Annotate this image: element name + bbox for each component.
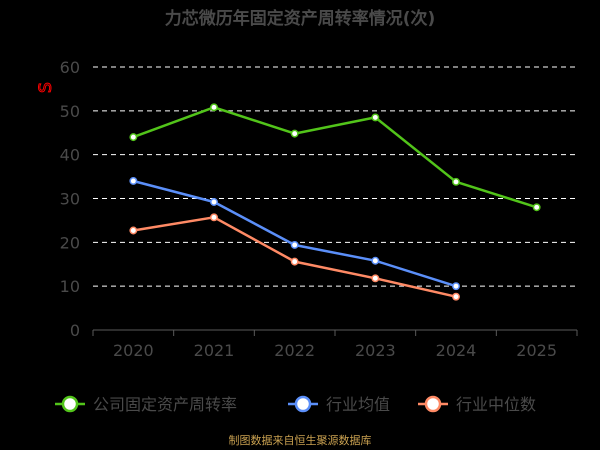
y-tick-label: 30 [60,190,80,209]
data-point [210,103,218,112]
y-tick-label: 20 [60,233,80,252]
x-tick-label: 2023 [355,341,396,360]
chart-title: 力芯微历年固定资产周转率情况(次) [165,8,436,29]
data-point [290,241,299,249]
data-point [210,198,218,206]
x-tick-label: 2025 [516,341,557,360]
legend-label: 行业中位数 [456,395,536,414]
legend-marker [61,395,79,413]
x-tick-label: 2024 [436,341,477,360]
data-point [371,256,380,265]
source-note: 制图数据来自恒生聚源数据库 [229,433,372,447]
y-tick-label: 60 [60,58,80,77]
legend-marker [424,395,442,413]
x-tick-label: 2021 [194,341,235,360]
data-point [129,133,138,142]
series-2 [129,177,460,291]
plot-area [129,103,541,301]
legend-item-2: 行业均值 [288,395,390,414]
x-tick-label: 2020 [113,341,154,360]
series-line [132,179,457,288]
data-point [129,177,138,185]
series-line [133,216,457,298]
legend-item-3: 行业中位数 [418,395,536,414]
legend-label: 公司固定资产周转率 [93,395,237,414]
data-point [371,113,380,122]
y-tick-label: 50 [60,102,80,121]
data-point [210,213,218,222]
y-tick-label: 40 [60,146,80,165]
legend-label: 行业均值 [326,395,390,414]
legend: 公司固定资产周转率 行业均值 行业中位数 [55,395,536,414]
data-point [452,177,460,186]
series-1 [129,103,541,212]
data-point [371,274,380,283]
data-point [129,226,138,235]
legend-marker [294,395,312,413]
y-tick-label: 0 [70,321,80,340]
data-point [452,282,460,291]
y-tick-label: 10 [60,277,80,296]
y-axis: 0 10 20 30 40 50 60 [60,58,80,340]
x-tick-label: 2022 [274,341,315,360]
series-line [132,106,538,209]
x-axis: 2020 2021 2022 2023 2024 2025 [92,329,578,360]
data-point [290,129,299,138]
watermark-logo: S [36,82,56,93]
series-3 [129,213,460,301]
data-point [532,203,541,212]
data-point [290,257,299,266]
legend-item-1: 公司固定资产周转率 [55,395,237,414]
data-point [452,292,460,301]
